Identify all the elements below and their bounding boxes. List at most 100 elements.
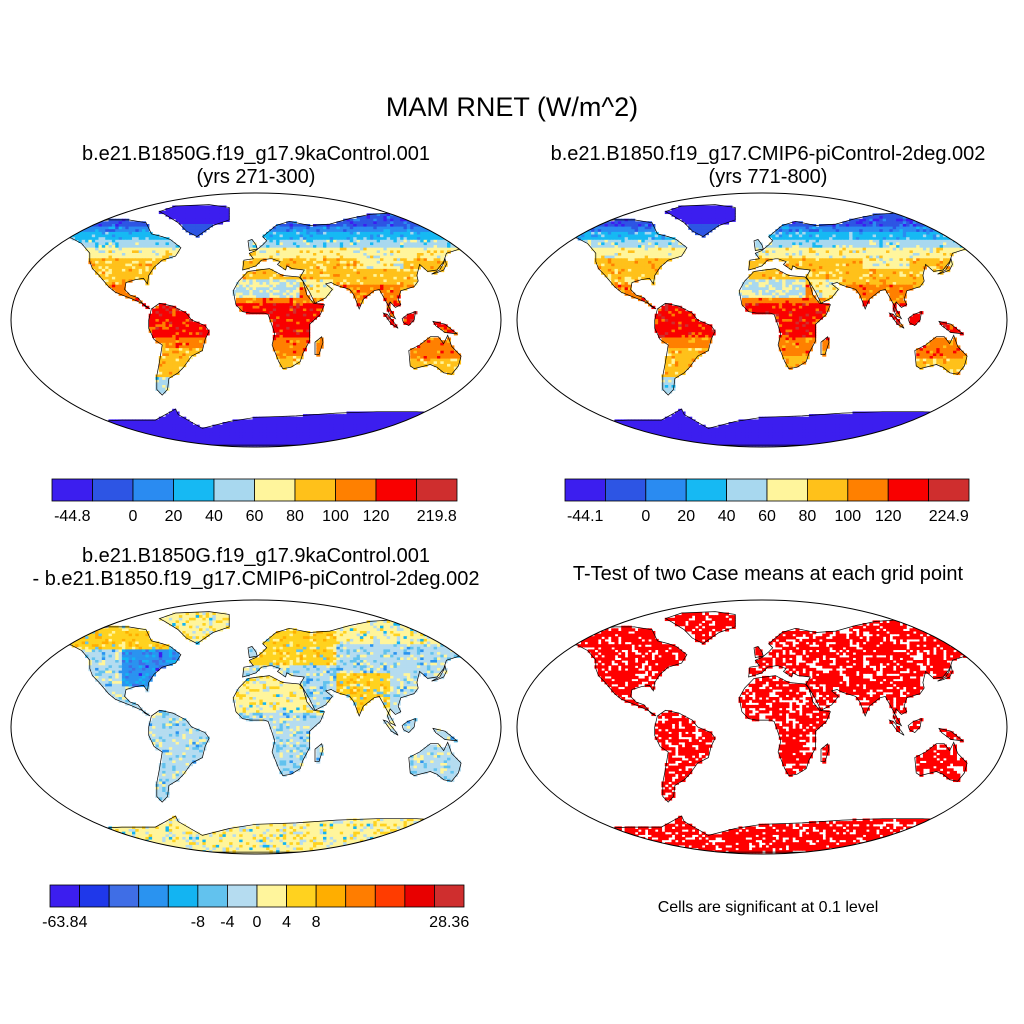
coastline-uk xyxy=(753,645,764,658)
coastline-africa xyxy=(738,268,831,369)
colorbar-tick-label: 28.36 xyxy=(429,914,469,931)
coastline-uk xyxy=(247,645,258,658)
colorbar-swatch xyxy=(132,478,174,502)
coastline-eurasia xyxy=(242,212,496,320)
colorbar-swatch xyxy=(294,478,336,502)
coastline-borneo xyxy=(401,311,416,327)
colorbar-swatch xyxy=(108,884,140,908)
panel-3-title: b.e21.B1850G.f19_g17.9kaControl.001 - b.… xyxy=(0,545,512,591)
coastline-northAmerica xyxy=(30,219,182,310)
colorbar-swatch xyxy=(197,884,228,908)
panel-1-title-line2: (yrs 271-300) xyxy=(196,166,316,188)
colorbar-swatch xyxy=(49,884,80,908)
colorbar-swatch xyxy=(213,478,255,502)
colorbar-swatch xyxy=(315,884,347,908)
colorbar-tick-label: -44.8 xyxy=(54,508,91,525)
colorbar-swatch xyxy=(138,884,169,908)
coastline-madagascar xyxy=(820,336,830,356)
coastline-africa xyxy=(232,268,325,369)
coastline-australia xyxy=(408,741,462,782)
colorbar-tick-label: 80 xyxy=(286,508,304,525)
coastline-japan xyxy=(431,664,447,682)
colorbar-tick-label: 100 xyxy=(834,508,861,525)
coastline-southAmerica xyxy=(148,709,210,803)
map-panel-1 xyxy=(11,193,501,447)
coastline-eurasia xyxy=(242,619,496,727)
coastline-borneo xyxy=(401,718,416,734)
colorbar-tick-label: 0 xyxy=(253,914,262,931)
coastline-sumatra xyxy=(888,719,905,736)
colorbar-tick-label: -63.84 xyxy=(42,914,87,931)
significance-note: Cells are significant at 0.1 level xyxy=(657,899,879,916)
coastline-southAmerica xyxy=(654,709,716,803)
coastline-sumatra xyxy=(888,312,905,329)
main-title: MAM RNET (W/m^2) xyxy=(385,92,639,122)
coastline-japan xyxy=(937,664,953,682)
colorbar-tick-label: 120 xyxy=(875,508,902,525)
colorbar-swatch xyxy=(79,884,110,908)
colorbar-tick-label: 40 xyxy=(205,508,223,525)
map-border-3 xyxy=(10,599,502,855)
colorbar-tick-label: 4 xyxy=(282,914,291,931)
colorbar-tick-label: 60 xyxy=(758,508,776,525)
colorbar-3: -63.84 -8 -4 0 4 8 28.36 xyxy=(42,884,469,931)
coastline-northAmerica xyxy=(536,626,688,717)
colorbar-tick-label: 80 xyxy=(799,508,817,525)
coastline-nz xyxy=(478,366,496,385)
colorbar-swatch xyxy=(286,884,317,908)
coastline-greenland xyxy=(664,204,736,238)
colorbar-swatch xyxy=(928,478,970,502)
colorbar-swatch xyxy=(92,478,134,502)
coastline-madagascar xyxy=(314,743,324,763)
colorbar-swatch xyxy=(404,884,435,908)
colorbar-swatch xyxy=(335,478,377,502)
colorbar-swatch xyxy=(256,884,287,908)
colorbar-2: -44.1 0 20 40 60 80 100 120 224.9 xyxy=(564,478,970,525)
colorbar-swatch xyxy=(887,478,930,502)
coastline-eurasia xyxy=(748,619,1002,727)
coastline-northAmerica xyxy=(30,626,182,717)
colorbar-swatch xyxy=(847,478,889,502)
coastline-japan xyxy=(431,257,447,275)
coastline-greenland xyxy=(158,204,230,238)
coastline-southAmerica xyxy=(148,302,210,396)
panel-1-title-line1: b.e21.B1850G.f19_g17.9kaControl.001 xyxy=(81,143,431,165)
panel-3-title-line2: - b.e21.B1850.f19_g17.CMIP6-piControl-2d… xyxy=(32,568,480,590)
colorbar-tick-label: 20 xyxy=(677,508,695,525)
coastline-northAmerica xyxy=(536,219,688,310)
coastline-nz xyxy=(984,773,1002,792)
panel-3-title-line1: b.e21.B1850G.f19_g17.9kaControl.001 xyxy=(81,545,431,567)
coastline-nz xyxy=(984,366,1002,385)
coastline-greenland xyxy=(664,611,736,645)
panel-1-title: b.e21.B1850G.f19_g17.9kaControl.001 (yrs… xyxy=(0,143,512,189)
colorbar-tick-label: 120 xyxy=(363,508,390,525)
map-panel-3 xyxy=(11,600,501,854)
colorbar-swatch xyxy=(51,478,93,502)
coastline-japan xyxy=(937,257,953,275)
colorbar-1: -44.8 0 20 40 60 80 100 120 219.8 xyxy=(51,478,458,525)
map-border-2 xyxy=(516,192,1008,448)
colorbar-tick-label: 40 xyxy=(718,508,736,525)
coastline-australia xyxy=(914,334,968,375)
colorbar-swatch xyxy=(345,884,376,908)
colorbar-swatch xyxy=(167,884,199,908)
coastline-newGuinea xyxy=(432,320,459,335)
colorbar-tick-label: 224.9 xyxy=(929,508,969,525)
colorbar-swatch xyxy=(807,478,849,502)
map-panel-4 xyxy=(517,600,1007,854)
coastline-newGuinea xyxy=(938,727,965,742)
colorbar-tick-label: 20 xyxy=(165,508,183,525)
colorbar-swatch xyxy=(375,478,417,502)
colorbar-swatch xyxy=(434,884,465,908)
colorbar-swatch xyxy=(766,478,808,502)
colorbar-tick-label: 0 xyxy=(129,508,138,525)
colorbar-swatch xyxy=(685,478,728,502)
coastline-newGuinea xyxy=(432,727,459,742)
colorbar-swatch xyxy=(374,884,406,908)
coastline-uk xyxy=(247,238,258,251)
coastline-greenland xyxy=(158,611,230,645)
coastline-madagascar xyxy=(820,743,830,763)
colorbar-swatch xyxy=(726,478,768,502)
panel-2-title-line1: b.e21.B1850.f19_g17.CMIP6-piControl-2deg… xyxy=(550,143,986,165)
